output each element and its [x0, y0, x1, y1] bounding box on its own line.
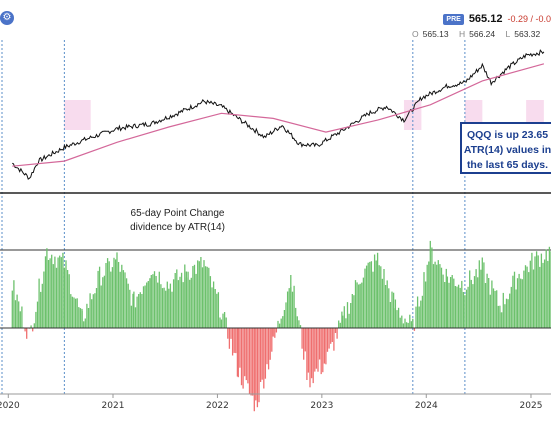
callout-line: QQQ is up 23.65 — [462, 128, 551, 143]
indicator-title: 65-day Point Change dividence by ATR(14) — [100, 207, 255, 235]
x-axis-tick-label: 2024 — [415, 401, 438, 411]
premarket-badge: PRE — [443, 14, 463, 25]
indicator-title-line: 65-day Point Change — [100, 207, 255, 221]
last-price: 565.12 — [469, 13, 503, 25]
quote-bar: PRE 565.12 -0.29 / -0.0 — [443, 11, 551, 27]
highlight-band — [64, 100, 90, 130]
x-axis-tick-label: 2022 — [206, 401, 229, 411]
callout-line: the last 65 days. — [462, 158, 551, 173]
price-change: -0.29 / -0.0 — [507, 14, 551, 24]
indicator-title-line: dividence by ATR(14) — [100, 221, 255, 235]
x-axis-tick-label: 2021 — [102, 401, 125, 411]
performance-callout: QQQ is up 23.65 ATR(14) values in the la… — [460, 122, 551, 174]
x-axis-tick-label: 2023 — [310, 401, 333, 411]
settings-icon[interactable]: ⚙ — [0, 11, 14, 25]
x-axis-tick-label: 2025 — [520, 401, 543, 411]
callout-line: ATR(14) values in — [462, 143, 551, 158]
